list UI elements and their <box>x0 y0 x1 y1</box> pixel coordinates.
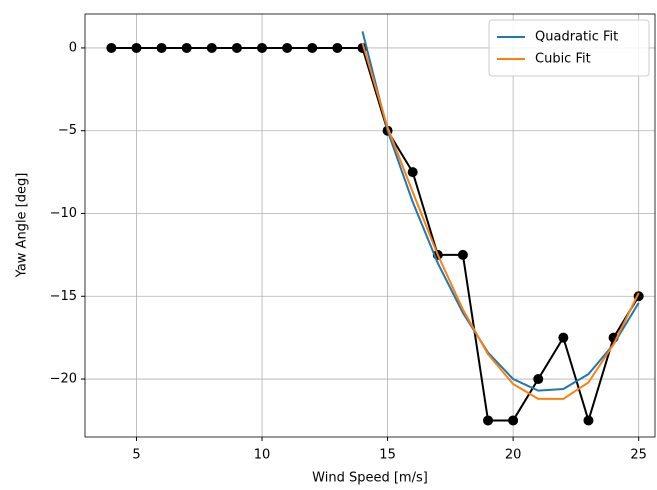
data-point <box>206 42 217 53</box>
data-point <box>583 415 594 426</box>
data-point <box>558 332 569 343</box>
data-point <box>533 374 544 385</box>
data-point <box>307 42 318 53</box>
series-line <box>361 42 640 400</box>
y-tick-label: −20 <box>50 372 77 387</box>
x-tick-label: 5 <box>132 448 140 463</box>
y-axis-label: Yaw Angle [deg] <box>15 173 30 279</box>
legend-label: Quadratic Fit <box>535 30 618 45</box>
data-point <box>483 415 494 426</box>
data-point <box>508 415 519 426</box>
y-tick-label: −15 <box>50 289 77 304</box>
data-point <box>257 42 268 53</box>
legend-label: Cubic Fit <box>535 52 591 67</box>
x-tick-label: 20 <box>505 448 522 463</box>
data-point <box>457 249 468 260</box>
x-axis-label: Wind Speed [m/s] <box>312 471 428 486</box>
x-tick-label: 15 <box>379 448 396 463</box>
data-point <box>332 42 343 53</box>
y-tick-label: 0 <box>69 40 77 55</box>
series-line <box>361 31 640 392</box>
series-line <box>111 46 640 424</box>
y-tick-label: −5 <box>58 123 77 138</box>
data-point <box>106 42 117 53</box>
data-point <box>231 42 242 53</box>
data-point <box>156 42 167 53</box>
y-tick-label: −10 <box>50 206 77 221</box>
plot-frame <box>84 13 656 438</box>
data-point <box>407 167 418 178</box>
legend-box <box>488 19 650 77</box>
x-tick-label: 10 <box>254 448 271 463</box>
data-point <box>282 42 293 53</box>
data-point <box>131 42 142 53</box>
data-point <box>181 42 192 53</box>
x-tick-label: 25 <box>630 448 647 463</box>
